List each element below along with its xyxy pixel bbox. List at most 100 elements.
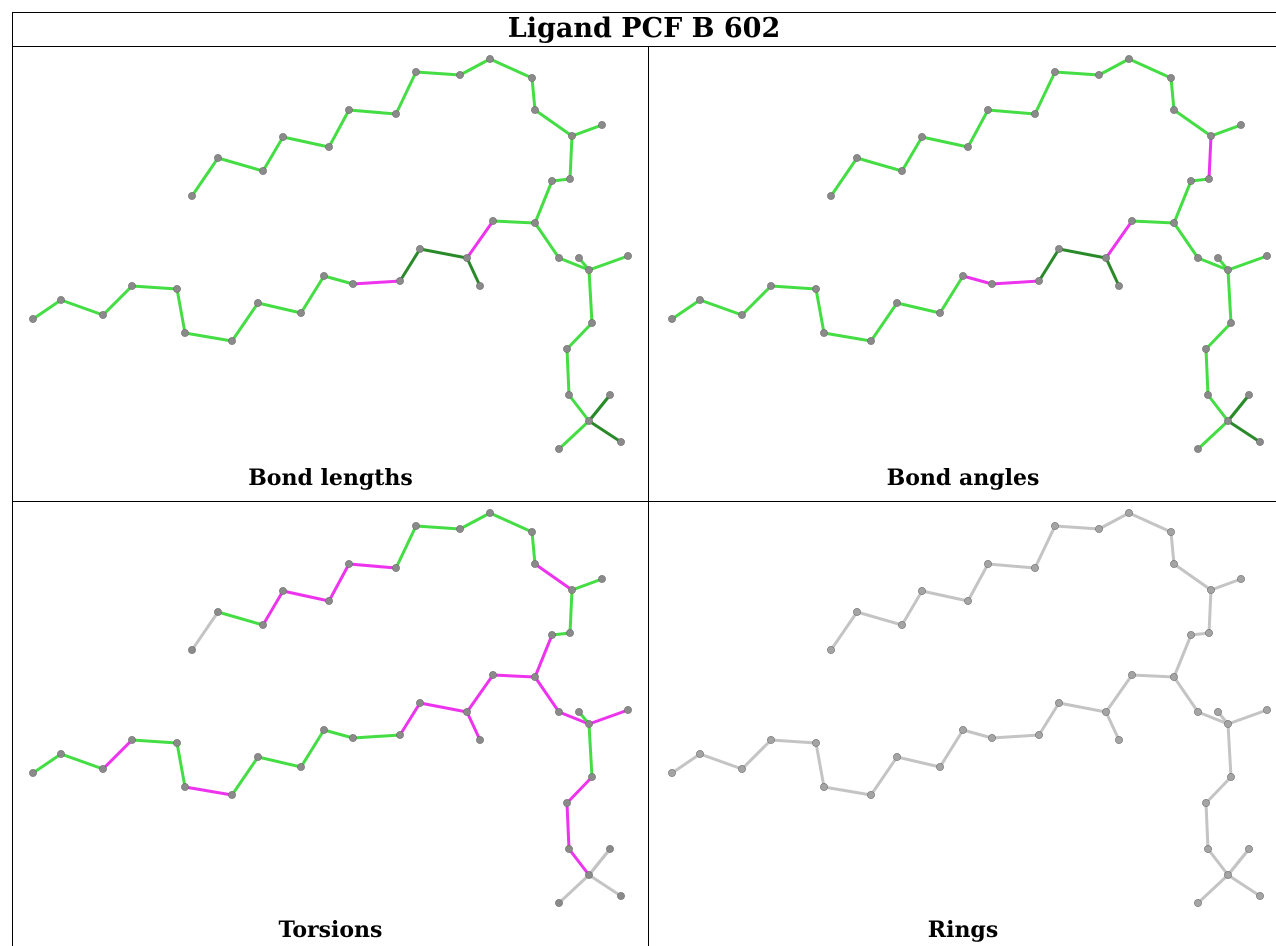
atom-l9 (320, 726, 328, 734)
bond-f1 (1172, 675, 1200, 714)
bond-d4 (814, 741, 826, 789)
atom-u4 (325, 597, 333, 605)
bond-e1 (990, 279, 1041, 286)
bond-b2 (533, 633, 554, 679)
atom-l6 (228, 337, 236, 345)
atom-l12 (1055, 245, 1063, 253)
atom-u7 (412, 522, 420, 530)
atom-l2 (99, 311, 107, 319)
bond-a12 (1209, 577, 1243, 592)
atom-u16 (531, 673, 539, 681)
bond-j3 (587, 393, 612, 423)
bond-c0 (568, 588, 574, 635)
bond-i0 (1204, 347, 1210, 397)
bond-d1 (698, 298, 744, 317)
atom-u17 (489, 671, 497, 679)
atom-l2 (99, 765, 107, 773)
atom-u13 (598, 121, 606, 129)
bond-g1 (1226, 254, 1269, 272)
atom-u14 (566, 629, 574, 637)
bond-d1 (59, 752, 105, 771)
atom-s3 (1214, 254, 1222, 262)
bond-a11 (1172, 108, 1213, 138)
bond-b3 (1130, 673, 1176, 679)
atom-u15 (548, 177, 556, 185)
atom-s5 (563, 799, 571, 807)
bond-d3 (769, 284, 818, 291)
atom-u1 (214, 154, 222, 162)
bond-i0 (565, 801, 571, 851)
atom-l8 (936, 309, 944, 317)
bond-d8 (299, 274, 326, 315)
atom-u6 (1031, 564, 1039, 572)
bond-a2 (261, 135, 285, 173)
atom-u6 (392, 110, 400, 118)
atom-l11 (396, 731, 404, 739)
bond-d0 (670, 298, 702, 321)
bond-a4 (966, 562, 990, 603)
molecule-view (29, 55, 632, 453)
bond-d8 (938, 274, 965, 315)
atom-s4 (588, 319, 596, 327)
bond-a11 (1172, 562, 1213, 592)
bond-j2 (557, 419, 591, 451)
atom-u11 (1170, 560, 1178, 568)
atom-u1 (853, 608, 861, 616)
bond-b5 (418, 701, 469, 714)
panel-caption: Bond lengths (248, 465, 413, 491)
atom-u2 (898, 167, 906, 175)
bond-a8 (1097, 511, 1131, 531)
atom-s1 (585, 266, 593, 274)
bond-d4 (814, 287, 826, 335)
atom-s6 (565, 845, 573, 853)
atom-s1 (1224, 720, 1232, 728)
atom-u3 (279, 587, 287, 595)
atom-l4 (812, 285, 820, 293)
atom-u9 (486, 509, 494, 517)
atom-u9 (1125, 55, 1133, 63)
bond-a1 (216, 610, 265, 627)
atom-u7 (1051, 522, 1059, 530)
bond-d2 (740, 738, 773, 771)
bond-f0 (398, 701, 422, 737)
atom-l5 (820, 783, 828, 791)
atom-u11 (1170, 106, 1178, 114)
bond-h0 (1226, 722, 1233, 779)
atom-u14 (566, 175, 574, 183)
atom-s7 (585, 417, 593, 425)
atom-u12 (1207, 132, 1215, 140)
atom-l3 (767, 282, 775, 290)
atom-s5 (1202, 345, 1210, 353)
bond-d3 (130, 284, 179, 291)
bond-a7 (1053, 524, 1101, 531)
bond-a12 (1209, 123, 1243, 138)
bond-a0 (829, 156, 859, 198)
bond-d5 (183, 331, 234, 343)
bond-i1 (1206, 847, 1230, 877)
atom-u4 (325, 143, 333, 151)
bond-a0 (190, 610, 220, 652)
atom-l7 (254, 299, 262, 307)
atom-l9 (959, 272, 967, 280)
bond-a10 (530, 530, 537, 566)
atom-u19 (476, 282, 484, 290)
atom-l10 (988, 734, 996, 742)
bond-j2 (557, 873, 591, 905)
atom-s10 (555, 899, 563, 907)
bond-e0 (322, 728, 355, 740)
bond-a1 (855, 610, 904, 627)
atom-u10 (1167, 528, 1175, 536)
atom-l5 (181, 783, 189, 791)
bond-d2 (101, 284, 134, 317)
atom-u19 (1115, 282, 1123, 290)
atom-l6 (867, 791, 875, 799)
bond-d6 (869, 301, 899, 343)
bond-a10 (1169, 76, 1176, 112)
table-border-top (12, 12, 1276, 13)
atom-l6 (867, 337, 875, 345)
atom-u2 (898, 621, 906, 629)
atom-s2 (624, 252, 632, 260)
atom-s9 (1256, 892, 1264, 900)
bond-d0 (670, 752, 702, 775)
